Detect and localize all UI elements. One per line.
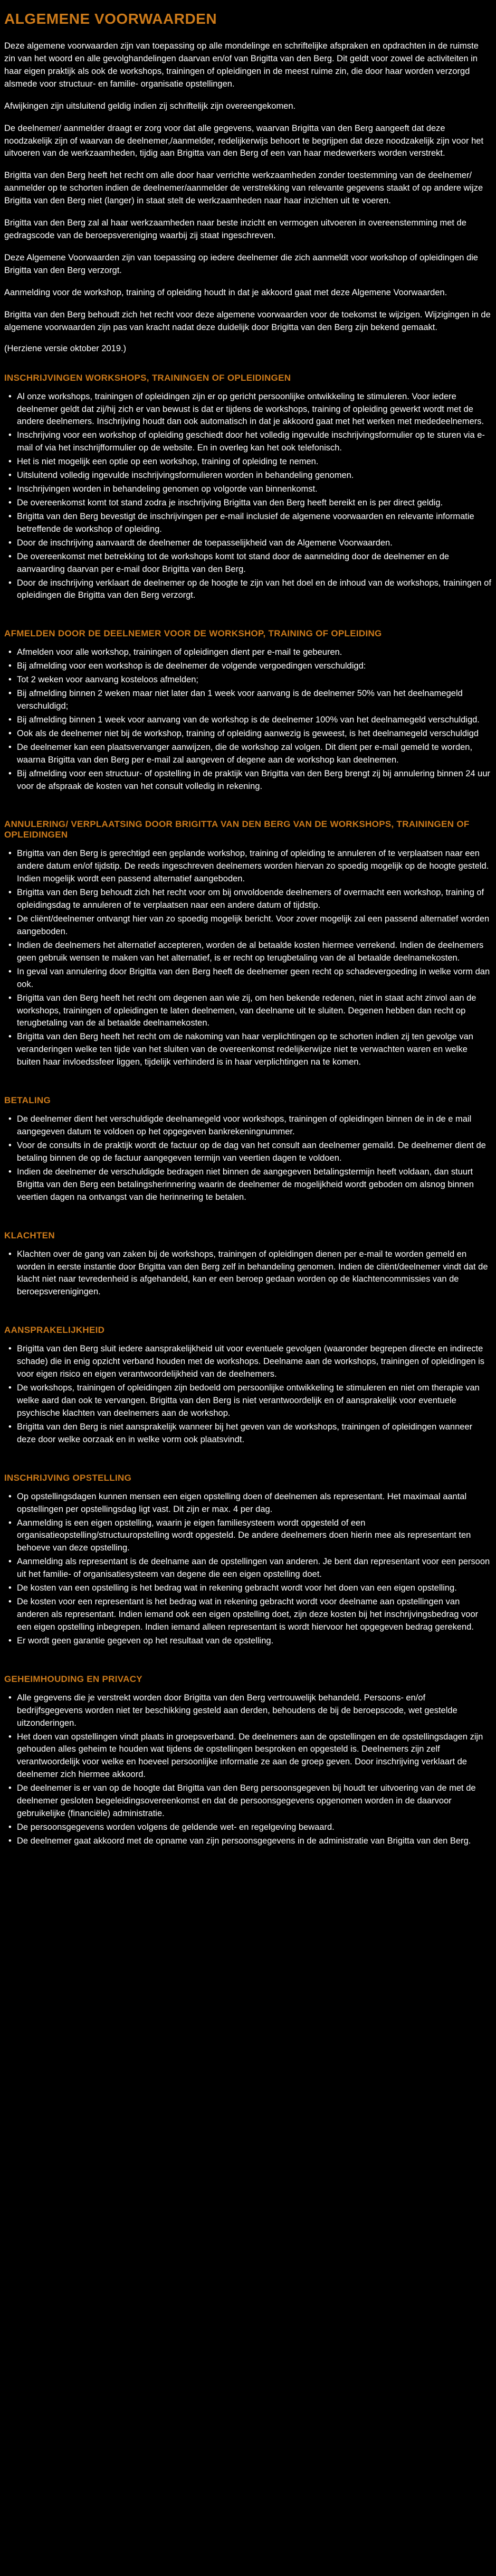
intro-para: Brigitta van den Berg heeft het recht om…: [4, 170, 492, 208]
list-item: Door de inschrijving verklaart de deelne…: [4, 577, 492, 603]
list-item: De deelnemer gaat akkoord met de opname …: [4, 1835, 492, 1848]
list-item: Uitsluitend volledig ingevulde inschrijv…: [4, 469, 492, 482]
list-item: Brigitta van den Berg is gerechtigd een …: [4, 848, 492, 886]
section-heading: AANSPRAKELIJKHEID: [4, 1325, 492, 1336]
list-item: De workshops, trainingen of opleidingen …: [4, 1382, 492, 1420]
list-item: Alle gegevens die je verstrekt worden do…: [4, 1692, 492, 1730]
section-heading: ANNULERING/ VERPLAATSING DOOR BRIGITTA V…: [4, 819, 492, 840]
intro-para: De deelnemer/ aanmelder draagt er zorg v…: [4, 123, 492, 161]
list-item: Bij afmelding binnen 1 week voor aanvang…: [4, 714, 492, 727]
revision-note: (Herziene versie oktober 2019.): [4, 344, 492, 354]
list-item: De overeenkomst komt tot stand zodra je …: [4, 497, 492, 510]
list-item: Voor de consults in de praktijk wordt de…: [4, 1140, 492, 1165]
list-item: Er wordt geen garantie gegeven op het re…: [4, 1635, 492, 1648]
list-item: De deelnemer dient het verschuldigde dee…: [4, 1113, 492, 1139]
section-list: Op opstellingsdagen kunnen mensen een ei…: [4, 1491, 492, 1648]
intro-para: Aanmelding voor de workshop, training of…: [4, 287, 492, 299]
list-item: Bij afmelding binnen 2 weken maar niet l…: [4, 688, 492, 713]
list-item: Brigitta van den Berg bevestigt de insch…: [4, 511, 492, 536]
section-list: Alle gegevens die je verstrekt worden do…: [4, 1692, 492, 1848]
intro-para: Deze Algemene Voorwaarden zijn van toepa…: [4, 252, 492, 277]
list-item: Het is niet mogelijk een optie op een wo…: [4, 456, 492, 468]
section-list: Afmelden voor alle workshop, trainingen …: [4, 646, 492, 793]
list-item: Brigitta van den Berg is niet aansprakel…: [4, 1421, 492, 1446]
list-item: Op opstellingsdagen kunnen mensen een ei…: [4, 1491, 492, 1516]
list-item: Inschrijving voor een workshop of opleid…: [4, 429, 492, 455]
section-heading: INSCHRIJVING OPSTELLING: [4, 1473, 492, 1483]
list-item: Door de inschrijving aanvaardt de deelne…: [4, 537, 492, 550]
list-item: De deelnemer is er van op de hoogte dat …: [4, 1782, 492, 1820]
list-item: Inschrijvingen worden in behandeling gen…: [4, 483, 492, 496]
list-item: De deelnemer kan een plaatsvervanger aan…: [4, 741, 492, 767]
list-item: De cliënt/deelnemer ontvangt hier van zo…: [4, 913, 492, 938]
list-item: Indien de deelnemer de verschuldigde bed…: [4, 1166, 492, 1204]
section-heading: BETALING: [4, 1095, 492, 1106]
list-item: Klachten over de gang van zaken bij de w…: [4, 1248, 492, 1299]
list-item: Al onze workshops, trainingen of opleidi…: [4, 391, 492, 429]
list-item: De persoonsgegevens worden volgens de ge…: [4, 1821, 492, 1834]
list-item: Brigitta van den Berg sluit iedere aansp…: [4, 1343, 492, 1381]
section-heading: KLACHTEN: [4, 1230, 492, 1241]
list-item: Aanmelding is een eigen opstelling, waar…: [4, 1517, 492, 1555]
list-item: Brigitta van den Berg behoudt zich het r…: [4, 887, 492, 912]
list-item: Brigitta van den Berg heeft het recht om…: [4, 1031, 492, 1069]
section-list: De deelnemer dient het verschuldigde dee…: [4, 1113, 492, 1204]
list-item: Tot 2 weken voor aanvang kosteloos afmel…: [4, 674, 492, 687]
list-item: De kosten van een opstelling is het bedr…: [4, 1582, 492, 1595]
section-heading: GEHEIMHOUDING EN PRIVACY: [4, 1674, 492, 1685]
list-item: Aanmelding als representant is de deelna…: [4, 1556, 492, 1581]
section-list: Al onze workshops, trainingen of opleidi…: [4, 391, 492, 603]
intro-para: Brigitta van den Berg behoudt zich het r…: [4, 309, 492, 334]
list-item: Ook als de deelnemer niet bij de worksho…: [4, 728, 492, 740]
list-item: Het doen van opstellingen vindt plaats i…: [4, 1731, 492, 1782]
list-item: Bij afmelding voor een structuur- of ops…: [4, 768, 492, 793]
section-heading: AFMELDEN DOOR DE DEELNEMER VOOR DE WORKS…: [4, 628, 492, 639]
section-list: Brigitta van den Berg is gerechtigd een …: [4, 848, 492, 1069]
list-item: De overeenkomst met betrekking tot de wo…: [4, 551, 492, 576]
intro-para: Brigitta van den Berg zal al haar werkza…: [4, 217, 492, 242]
list-item: Bij afmelding voor een workshop is de de…: [4, 660, 492, 673]
section-list: Brigitta van den Berg sluit iedere aansp…: [4, 1343, 492, 1446]
section-heading: INSCHRIJVINGEN WORKSHOPS, TRAININGEN OF …: [4, 373, 492, 383]
intro-para: Deze algemene voorwaarden zijn van toepa…: [4, 40, 492, 91]
page-title: ALGEMENE VOORWAARDEN: [4, 11, 492, 27]
list-item: Indien de deelnemers het alternatief acc…: [4, 939, 492, 965]
list-item: In geval van annulering door Brigitta va…: [4, 966, 492, 991]
list-item: De kosten voor een representant is het b…: [4, 1596, 492, 1634]
list-item: Brigitta van den Berg heeft het recht om…: [4, 992, 492, 1030]
section-list: Klachten over de gang van zaken bij de w…: [4, 1248, 492, 1299]
list-item: Afmelden voor alle workshop, trainingen …: [4, 646, 492, 659]
intro-para: Afwijkingen zijn uitsluitend geldig indi…: [4, 100, 492, 113]
